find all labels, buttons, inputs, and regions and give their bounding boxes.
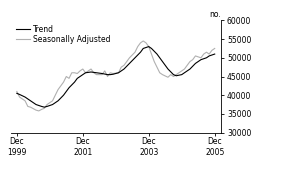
Text: no.: no.: [209, 10, 221, 19]
Legend: Trend, Seasonally Adjusted: Trend, Seasonally Adjusted: [15, 24, 111, 45]
